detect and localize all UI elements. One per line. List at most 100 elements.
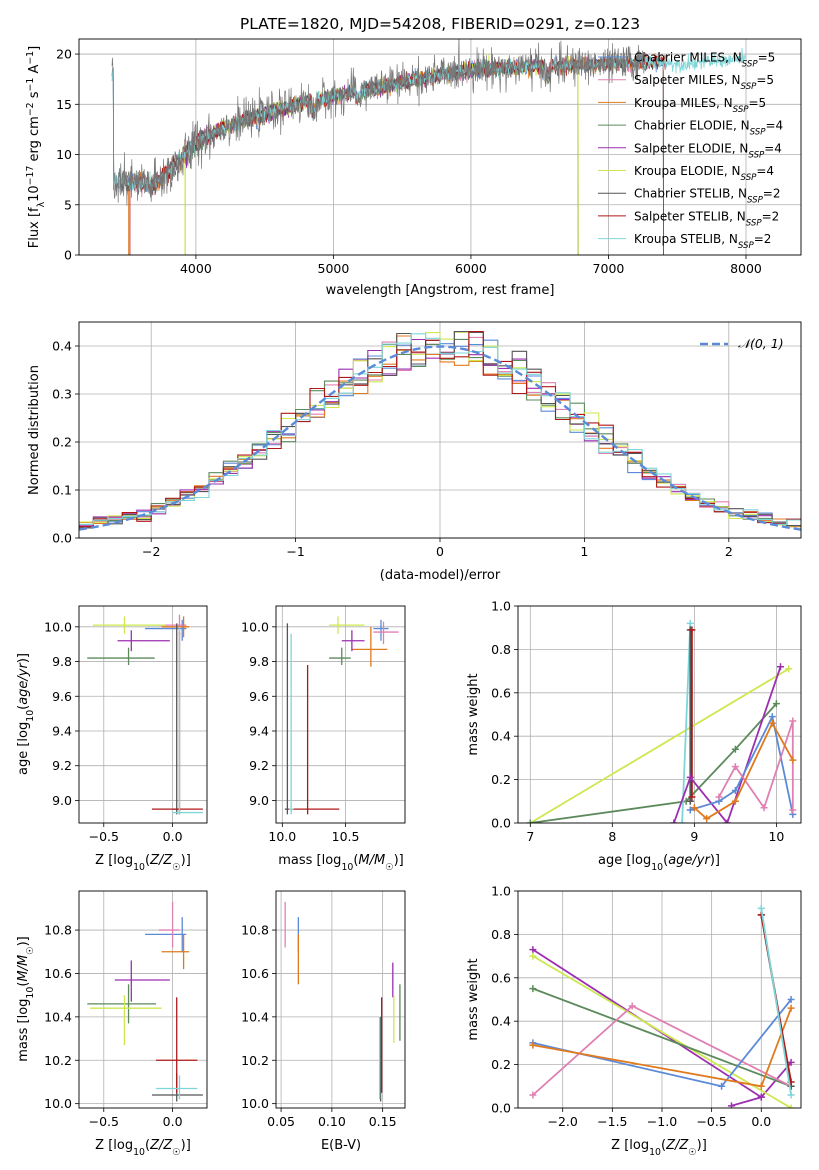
label-part: 10 xyxy=(25,987,36,999)
y-tick-label: 10.2 xyxy=(241,1053,269,1068)
label-part: Z [log xyxy=(95,853,133,868)
weight-marker xyxy=(731,797,739,805)
x-tick-label: 10 xyxy=(768,829,784,844)
y-axis-label: Flux [fλ10−17 erg cm−2 s−1 A−1] xyxy=(25,46,47,248)
label-part: =4 xyxy=(756,164,774,178)
weight-line xyxy=(760,908,792,1096)
y-tick-label: 1.0 xyxy=(491,884,511,899)
axes-weight_vs_Z: −2.0 −1.5 −1.0 −0.5 0.0 0.0 0.2 0.4 0.6 0.8 1.0 Z [… xyxy=(466,884,802,1158)
label-part: mass [log xyxy=(16,999,31,1062)
label-part: A xyxy=(27,65,42,78)
weight-marker xyxy=(787,996,795,1003)
axes-residuals: −2 −1 0 1 2 0.0 0.1 0.2 0.3 0.4 𝒩(0, 1) (data-model… xyxy=(27,321,802,583)
label-part: =2 xyxy=(762,209,780,223)
legend-label: Chabrier STELIB, NSSP=2 xyxy=(634,187,781,206)
weight-marker xyxy=(686,619,694,627)
label-part: Kroupa STELIB, N xyxy=(634,232,738,246)
label-part: age/yr xyxy=(668,853,711,868)
label-part: =2 xyxy=(763,187,781,201)
plot-area xyxy=(79,331,801,531)
weight-marker xyxy=(686,773,694,781)
y-tick-label: 10.8 xyxy=(44,923,72,938)
weight-marker xyxy=(757,904,765,912)
label-part: SSP xyxy=(746,218,763,228)
weight-marker xyxy=(628,1002,636,1010)
axes-frame xyxy=(275,890,406,1109)
y-tick-label: 9.4 xyxy=(52,723,72,738)
y-tick-label: 0.4 xyxy=(52,339,72,354)
weight-marker xyxy=(690,804,698,812)
x-tick-label: 0.15 xyxy=(369,1114,397,1129)
y-tick-label: 20 xyxy=(56,47,72,62)
axes-age_vs_Z: −0.5 0.09.09.29.49.69.810.0Z [log10(Z/Z☉)… xyxy=(16,605,208,873)
weight-marker xyxy=(789,756,797,764)
label-part: )] xyxy=(710,853,720,868)
y-tick-label: 9.8 xyxy=(249,654,269,669)
plot-area xyxy=(526,619,797,823)
weight-marker xyxy=(776,663,784,671)
label-part: mass [log xyxy=(278,853,341,868)
weight-line xyxy=(673,666,782,823)
label-part: SSP xyxy=(741,82,758,92)
label-part: )] xyxy=(394,853,404,868)
y-tick-label: 10.8 xyxy=(241,923,269,938)
y-tick-label: 10.4 xyxy=(241,1009,269,1024)
label-part: Salpeter ELODIE, N xyxy=(634,141,748,155)
y-axis-label: mass weight xyxy=(466,958,481,1040)
weight-marker xyxy=(718,1082,726,1090)
label-part: ☉ xyxy=(25,946,36,954)
legend-label: Kroupa ELODIE, NSSP=4 xyxy=(634,164,774,183)
label-part: ☉ xyxy=(385,862,393,873)
x-tick-label: −1.5 xyxy=(597,1114,627,1129)
label-part: Z/Z xyxy=(149,853,173,868)
weight-marker xyxy=(760,804,768,812)
label-part: M/M xyxy=(358,853,385,868)
label-part: −1 xyxy=(25,51,36,65)
x-axis-label: (data-model)/error xyxy=(380,568,501,583)
label-part: Z/Z xyxy=(149,1138,173,1153)
label-part: ( xyxy=(145,1138,150,1153)
x-tick-label: 0.0 xyxy=(163,1114,183,1129)
weight-marker xyxy=(688,626,696,634)
x-tick-label: −0.5 xyxy=(89,829,119,844)
weight-marker xyxy=(757,1093,765,1101)
label-part: 10 xyxy=(651,862,663,873)
label-part: ( xyxy=(353,853,358,868)
x-tick-label: 0 xyxy=(436,544,444,559)
label-part: Chabrier STELIB, N xyxy=(634,187,747,201)
y-tick-label: 0.2 xyxy=(52,435,72,450)
x-tick-label: 10.5 xyxy=(332,829,360,844)
x-tick-label: 2 xyxy=(725,544,733,559)
label-part: s xyxy=(27,91,42,102)
label-part: age [log xyxy=(16,722,31,775)
label-part: 10 xyxy=(25,710,36,722)
weight-line xyxy=(530,702,778,823)
x-tick-label: 5000 xyxy=(318,261,350,276)
weight-marker xyxy=(703,815,711,823)
label-part: ] xyxy=(27,46,42,51)
x-tick-label: 7000 xyxy=(593,261,625,276)
weight-marker xyxy=(731,763,739,771)
weight-marker xyxy=(529,946,537,954)
y-axis-label: Normed distribution xyxy=(27,365,42,495)
x-tick-label: 7 xyxy=(526,829,534,844)
weight-marker xyxy=(526,819,534,823)
weight-marker xyxy=(688,793,696,801)
label-part: =5 xyxy=(756,73,774,87)
weight-marker xyxy=(529,1041,537,1049)
x-tick-label: −0.5 xyxy=(696,1114,726,1129)
label-part: ☉ xyxy=(172,862,180,873)
label-part: −17 xyxy=(25,166,36,186)
y-tick-label: 0.6 xyxy=(491,685,511,700)
weight-marker xyxy=(772,700,780,708)
y-tick-label: 10.6 xyxy=(44,966,72,981)
normal-curve xyxy=(79,345,801,531)
axes-frame xyxy=(78,321,802,539)
axes-age_vs_mass: 10.0 10.5 9.0 9.2 9.4 9.6 9.8 10.0 mass [log10(M… xyxy=(241,605,406,873)
y-tick-label: 9.0 xyxy=(52,793,72,808)
y-tick-label: 0 xyxy=(64,248,72,263)
label-part: Chabrier MILES, N xyxy=(634,51,742,65)
label-part: Flux [f xyxy=(27,207,42,248)
x-tick-label: 1 xyxy=(580,544,588,559)
